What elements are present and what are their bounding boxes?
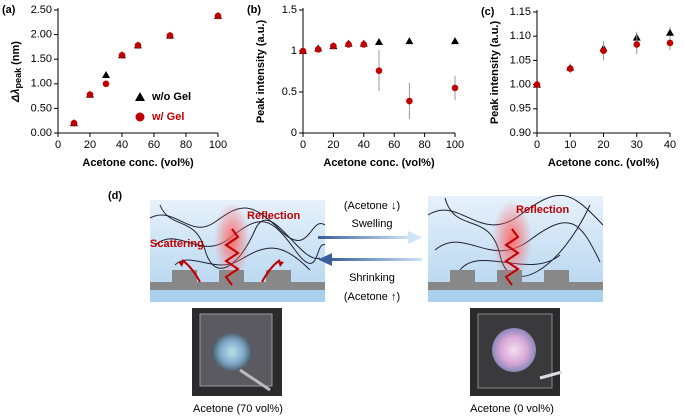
y-axis-label: Peak intensity (a.u.) bbox=[255, 20, 267, 124]
x-axis-label: Acetone conc. (vol%) bbox=[323, 157, 435, 169]
y-tick-label: 2.00 bbox=[31, 29, 52, 41]
caption: Acetone (0 vol%) bbox=[470, 403, 554, 415]
y-tick-label: 0 bbox=[291, 127, 297, 139]
y-tick-label: 1.5 bbox=[282, 4, 297, 16]
point bbox=[375, 37, 383, 45]
backward-arrow bbox=[318, 253, 422, 266]
y-tick-label: 0.50 bbox=[31, 102, 52, 114]
x-tick-label: 40 bbox=[116, 139, 128, 151]
point bbox=[533, 81, 541, 88]
point bbox=[600, 47, 607, 55]
backward-label: Shrinking bbox=[349, 272, 395, 284]
swollen-gel bbox=[427, 194, 604, 302]
point bbox=[360, 41, 368, 48]
x-tick-label: 80 bbox=[418, 139, 430, 151]
point bbox=[345, 41, 352, 48]
y-tick-label: 0.95 bbox=[510, 103, 531, 115]
point bbox=[405, 37, 414, 45]
y-tick-label: 0.00 bbox=[31, 127, 52, 139]
point bbox=[102, 70, 110, 78]
y-tick-label: 1.50 bbox=[31, 53, 52, 65]
point bbox=[451, 84, 459, 92]
point bbox=[375, 67, 383, 74]
scattering-label: Scattering bbox=[150, 238, 204, 250]
point bbox=[166, 32, 174, 39]
point bbox=[330, 42, 337, 50]
panel-label: (b) bbox=[247, 4, 261, 16]
point bbox=[633, 41, 641, 48]
x-tick-label: 100 bbox=[446, 139, 464, 151]
x-tick-label: 40 bbox=[664, 139, 676, 151]
x-tick-label: 0 bbox=[300, 139, 306, 151]
photo-right bbox=[470, 308, 563, 396]
point bbox=[102, 80, 110, 88]
x-axis-label: Acetone conc. (vol%) bbox=[82, 157, 194, 169]
forward-arrow bbox=[318, 231, 422, 244]
reflection-label: Reflection bbox=[516, 204, 569, 216]
forward-label: Swelling bbox=[352, 218, 393, 230]
x-tick-label: 20 bbox=[327, 139, 339, 151]
point bbox=[666, 39, 674, 47]
y-label-main: Δλ bbox=[10, 88, 22, 103]
y-tick-label: 0.5 bbox=[282, 86, 297, 98]
x-tick-label: 30 bbox=[631, 139, 643, 151]
point bbox=[566, 65, 574, 72]
y-axis-label: Δλpeak (nm) bbox=[10, 41, 23, 103]
y-label-unit: (nm) bbox=[10, 41, 22, 68]
y-tick-label: 1.15 bbox=[510, 6, 531, 18]
point bbox=[70, 119, 78, 127]
legend-label: w/o Gel bbox=[151, 91, 191, 103]
backward-note: (Acetone ↑) bbox=[344, 291, 400, 303]
point bbox=[118, 51, 126, 59]
x-tick-label: 60 bbox=[388, 139, 400, 151]
y-tick-label: 1 bbox=[291, 45, 297, 57]
shrunk-gel bbox=[149, 200, 326, 302]
point bbox=[86, 91, 94, 98]
y-tick-label: 1.00 bbox=[31, 78, 52, 90]
point bbox=[134, 42, 142, 49]
x-tick-label: 80 bbox=[180, 139, 192, 151]
caption: Acetone (70 vol%) bbox=[193, 403, 283, 415]
y-tick-label: 1.05 bbox=[510, 54, 531, 66]
legend-label: w/ Gel bbox=[151, 111, 184, 123]
reflection-label: Reflection bbox=[247, 210, 300, 222]
x-tick-label: 60 bbox=[148, 139, 160, 151]
x-tick-label: 10 bbox=[564, 139, 576, 151]
panel-label: (d) bbox=[108, 190, 122, 202]
x-tick-label: 40 bbox=[358, 139, 370, 151]
x-tick-label: 0 bbox=[534, 139, 540, 151]
y-tick-label: 1.10 bbox=[510, 30, 531, 42]
legend-marker bbox=[135, 92, 145, 101]
point bbox=[299, 47, 307, 55]
point bbox=[451, 37, 459, 45]
y-tick-label: 1.00 bbox=[510, 79, 531, 91]
point bbox=[666, 28, 674, 36]
x-tick-label: 100 bbox=[209, 139, 227, 151]
point bbox=[406, 97, 413, 105]
y-tick-label: 2.50 bbox=[31, 4, 52, 16]
x-tick-label: 20 bbox=[84, 139, 96, 151]
x-tick-label: 0 bbox=[55, 139, 61, 151]
x-axis-label: Acetone conc. (vol%) bbox=[548, 157, 660, 169]
panel-label: (a) bbox=[2, 4, 16, 16]
legend-marker bbox=[135, 112, 145, 122]
forward-note: (Acetone ↓) bbox=[344, 200, 400, 212]
y-tick-label: 0.90 bbox=[510, 127, 531, 139]
point bbox=[214, 12, 222, 20]
y-label-sub: peak bbox=[13, 67, 23, 89]
photo-left bbox=[192, 308, 282, 396]
point bbox=[314, 46, 322, 53]
y-axis-label: Peak intensity (a.u.) bbox=[489, 21, 501, 125]
x-tick-label: 20 bbox=[597, 139, 609, 151]
panel-label: (c) bbox=[481, 6, 495, 18]
